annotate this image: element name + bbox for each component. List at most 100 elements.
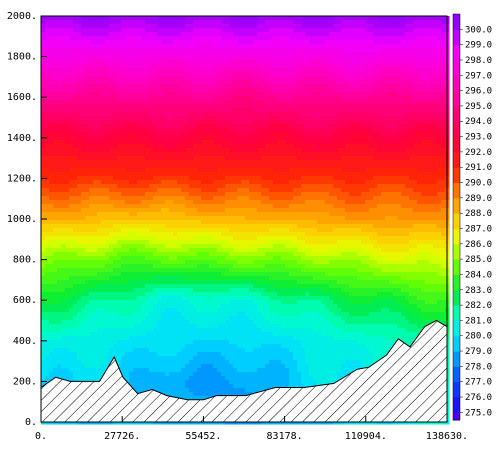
field-cell — [197, 16, 202, 21]
field-cell — [249, 28, 254, 33]
field-cell — [381, 72, 386, 77]
field-cell — [257, 84, 262, 89]
field-cell — [425, 28, 430, 33]
field-cell — [61, 92, 66, 97]
field-cell — [317, 204, 322, 209]
field-cell — [109, 188, 114, 193]
field-cell — [153, 176, 158, 181]
field-cell — [45, 68, 50, 73]
field-cell — [109, 116, 114, 121]
field-cell — [405, 136, 410, 141]
field-cell — [289, 172, 294, 177]
field-cell — [389, 24, 394, 29]
field-cell — [225, 64, 230, 69]
field-cell — [129, 144, 134, 149]
field-cell — [265, 24, 270, 29]
field-cell — [97, 120, 102, 125]
field-cell — [165, 164, 170, 169]
field-cell — [49, 188, 54, 193]
field-cell — [285, 116, 290, 121]
field-cell — [189, 32, 194, 37]
field-cell — [93, 136, 98, 141]
field-cell — [113, 84, 118, 89]
field-cell — [225, 40, 230, 45]
field-cell — [393, 104, 398, 109]
field-cell — [405, 84, 410, 89]
field-cell — [429, 124, 434, 129]
field-cell — [213, 20, 218, 25]
field-cell — [177, 116, 182, 121]
field-cell — [269, 16, 274, 21]
field-cell — [69, 76, 74, 81]
field-cell — [337, 196, 342, 201]
field-cell — [145, 128, 150, 133]
field-cell — [357, 124, 362, 129]
field-cell — [217, 116, 222, 121]
field-cell — [125, 72, 130, 77]
field-cell — [61, 40, 66, 45]
field-cell — [181, 148, 186, 153]
field-cell — [65, 96, 70, 101]
field-cell — [209, 144, 214, 149]
field-cell — [293, 128, 298, 133]
field-cell — [133, 76, 138, 81]
field-cell — [141, 140, 146, 145]
field-cell — [357, 28, 362, 33]
field-cell — [277, 124, 282, 129]
field-cell — [113, 28, 118, 33]
field-cell — [185, 20, 190, 25]
field-cell — [225, 24, 230, 29]
field-cell — [61, 64, 66, 69]
field-cell — [437, 24, 442, 29]
field-cell — [341, 64, 346, 69]
field-cell — [121, 132, 126, 137]
field-cell — [237, 208, 242, 213]
field-cell — [137, 180, 142, 185]
field-cell — [397, 60, 402, 65]
field-cell — [77, 168, 82, 173]
field-cell — [137, 192, 142, 197]
field-cell — [77, 172, 82, 177]
field-cell — [197, 24, 202, 29]
field-cell — [85, 124, 90, 129]
field-cell — [265, 40, 270, 45]
field-cell — [297, 60, 302, 65]
field-cell — [425, 104, 430, 109]
field-cell — [425, 100, 430, 105]
field-cell — [409, 140, 414, 145]
field-cell — [185, 156, 190, 161]
field-cell — [429, 164, 434, 169]
field-cell — [245, 208, 250, 213]
field-cell — [121, 112, 126, 117]
field-cell — [165, 24, 170, 29]
field-cell — [253, 52, 258, 57]
field-cell — [153, 52, 158, 57]
field-cell — [129, 80, 134, 85]
field-cell — [129, 84, 134, 89]
field-cell — [393, 88, 398, 93]
field-cell — [145, 24, 150, 29]
field-cell — [313, 64, 318, 69]
field-cell — [209, 88, 214, 93]
field-cell — [357, 32, 362, 37]
field-cell — [157, 152, 162, 157]
field-cell — [201, 16, 206, 21]
field-cell — [297, 168, 302, 173]
field-cell — [101, 208, 106, 213]
field-cell — [49, 156, 54, 161]
field-cell — [121, 92, 126, 97]
field-cell — [409, 16, 414, 21]
field-cell — [241, 124, 246, 129]
field-cell — [49, 52, 54, 57]
field-cell — [149, 68, 154, 73]
field-cell — [181, 184, 186, 189]
field-cell — [269, 84, 274, 89]
field-cell — [181, 48, 186, 53]
field-cell — [261, 92, 266, 97]
field-cell — [193, 156, 198, 161]
field-cell — [353, 44, 358, 49]
field-cell — [113, 152, 118, 157]
field-cell — [301, 156, 306, 161]
field-cell — [297, 196, 302, 201]
field-cell — [317, 188, 322, 193]
